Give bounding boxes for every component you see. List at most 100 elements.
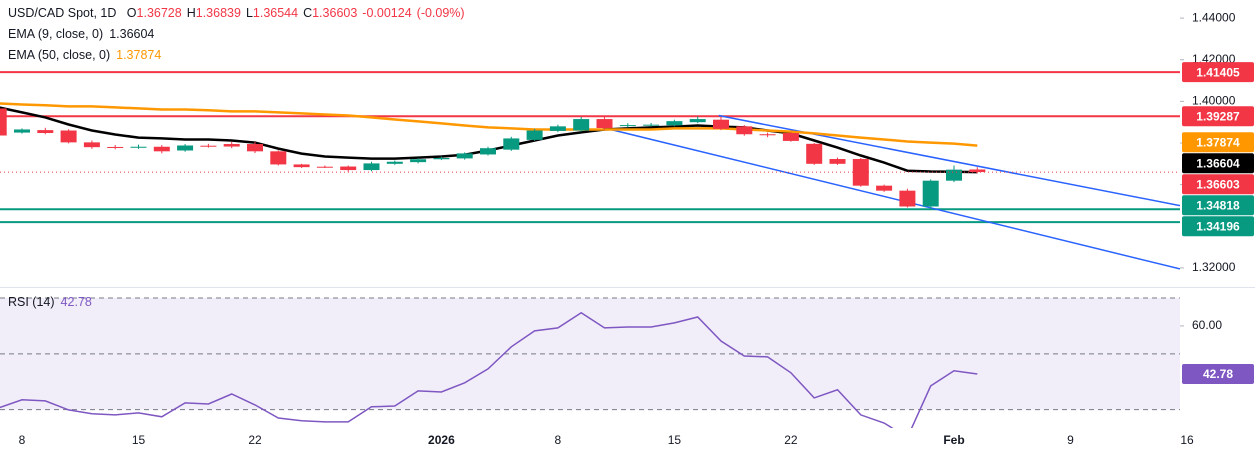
candle-body bbox=[456, 153, 473, 159]
open-value: 1.36728 bbox=[136, 6, 182, 20]
price-badge bbox=[1182, 216, 1254, 237]
price-pane bbox=[0, 71, 1180, 270]
legend-ema9: EMA (9, close, 0) 1.36604 bbox=[8, 27, 154, 41]
x-tick-label: 8 bbox=[555, 433, 562, 447]
y-tick-label: 1.40000 bbox=[1192, 94, 1236, 108]
candle-body bbox=[0, 108, 7, 136]
price-badge bbox=[1182, 153, 1254, 174]
x-tick-label: 15 bbox=[132, 433, 146, 447]
price-badge bbox=[1182, 106, 1254, 127]
candle-body bbox=[573, 119, 590, 131]
x-tick-label: Feb bbox=[943, 433, 964, 447]
ohlc-label: H bbox=[186, 6, 196, 20]
rsi-badge bbox=[1182, 363, 1254, 384]
candle-body bbox=[503, 138, 520, 150]
price-badge bbox=[1182, 195, 1254, 216]
candle-body bbox=[549, 126, 566, 131]
x-tick-label: 22 bbox=[248, 433, 262, 447]
change: -0.00124 bbox=[362, 6, 412, 20]
header: USD/CAD Spot, 1D O1.36728 H1.36839 L1.3654… bbox=[8, 6, 470, 20]
price-badge-label: 1.36603 bbox=[1196, 177, 1240, 191]
legend-rsi: RSI (14) 42.78 bbox=[8, 295, 92, 309]
candle-body bbox=[480, 148, 496, 155]
candle-body bbox=[713, 119, 729, 129]
candle-body bbox=[899, 190, 916, 207]
candle-body bbox=[223, 144, 240, 147]
symbol-title: USD/CAD Spot, 1D bbox=[8, 6, 117, 20]
legend-value: 1.36604 bbox=[109, 27, 155, 41]
legend-label: EMA (50, close, 0) bbox=[8, 48, 111, 62]
candle-body bbox=[596, 119, 613, 129]
rsi-line bbox=[0, 311, 978, 428]
y-tick-label: 60.00 bbox=[1192, 318, 1222, 332]
trend-line bbox=[601, 126, 1180, 270]
candle-body bbox=[153, 146, 170, 152]
x-tick-label: 15 bbox=[668, 433, 682, 447]
x-tick-label: 9 bbox=[1067, 433, 1074, 447]
candle-body bbox=[37, 130, 54, 134]
candle-body bbox=[689, 119, 706, 123]
candle-body bbox=[619, 125, 636, 127]
x-tick-label: 8 bbox=[19, 433, 26, 447]
close-value: 1.36603 bbox=[312, 6, 358, 20]
x-tick-label: 2026 bbox=[428, 433, 455, 447]
price-badge-label: 1.37874 bbox=[1196, 135, 1240, 149]
y-tick-label: 1.32000 bbox=[1192, 260, 1236, 274]
price-badge bbox=[1182, 132, 1254, 153]
candle-body bbox=[270, 151, 287, 165]
price-badge-label: 1.36604 bbox=[1196, 156, 1240, 170]
candle-body bbox=[340, 166, 357, 171]
ohlc-label: L bbox=[245, 6, 253, 20]
candle-body bbox=[736, 126, 753, 135]
candle-body bbox=[876, 185, 893, 191]
y-tick-label: 1.44000 bbox=[1192, 10, 1236, 24]
candle-body bbox=[969, 169, 986, 173]
price-badge-label: 1.41405 bbox=[1196, 65, 1240, 79]
candle-body bbox=[386, 161, 403, 164]
candle-body bbox=[666, 121, 683, 126]
price-badge-label: 1.34196 bbox=[1196, 219, 1240, 233]
low-value: 1.36544 bbox=[252, 6, 299, 20]
candle-body bbox=[293, 164, 310, 168]
candle-body bbox=[363, 163, 380, 171]
ohlc-label: O bbox=[126, 6, 137, 20]
x-tick-label: 22 bbox=[784, 433, 798, 447]
candle-body bbox=[643, 124, 660, 126]
candle-body bbox=[410, 159, 427, 163]
legend-label: RSI (14) bbox=[8, 295, 55, 309]
rsi-badge-label: 42.78 bbox=[1203, 367, 1233, 381]
change-percent: (-0.09%) bbox=[416, 6, 465, 20]
candle-body bbox=[759, 134, 776, 136]
candle-body bbox=[177, 145, 194, 151]
price-badge-label: 1.34818 bbox=[1196, 198, 1240, 212]
candle-body bbox=[922, 180, 939, 207]
x-tick-label: 16 bbox=[1180, 433, 1194, 447]
candle-body bbox=[130, 146, 147, 148]
candle-body bbox=[107, 146, 124, 148]
candle-body bbox=[316, 166, 333, 168]
legend-value: 42.78 bbox=[60, 295, 92, 309]
ema-line bbox=[0, 102, 978, 147]
ohlc-label: C bbox=[303, 6, 313, 20]
price-badge bbox=[1182, 174, 1254, 195]
candle-body bbox=[433, 157, 450, 160]
candle-body bbox=[806, 143, 823, 164]
high-value: 1.36839 bbox=[195, 6, 241, 20]
candle-body bbox=[83, 142, 100, 148]
legend-label: EMA (9, close, 0) bbox=[8, 27, 104, 41]
legend-ema50: EMA (50, close, 0) 1.37874 bbox=[8, 48, 161, 62]
price-badge bbox=[1182, 62, 1254, 83]
trend-line bbox=[718, 114, 1180, 207]
rsi-pane bbox=[0, 297, 1180, 428]
candle-body bbox=[782, 133, 799, 141]
candle-body bbox=[946, 169, 962, 181]
candle-body bbox=[14, 129, 30, 133]
legend-value: 1.37874 bbox=[116, 48, 162, 62]
axes: 1.440001.420001.400001.380001.360001.320… bbox=[19, 10, 1254, 447]
candle-body bbox=[247, 144, 263, 152]
candle-body bbox=[200, 145, 217, 147]
candle-body bbox=[829, 159, 846, 164]
price-badge-label: 1.39287 bbox=[1196, 109, 1240, 123]
